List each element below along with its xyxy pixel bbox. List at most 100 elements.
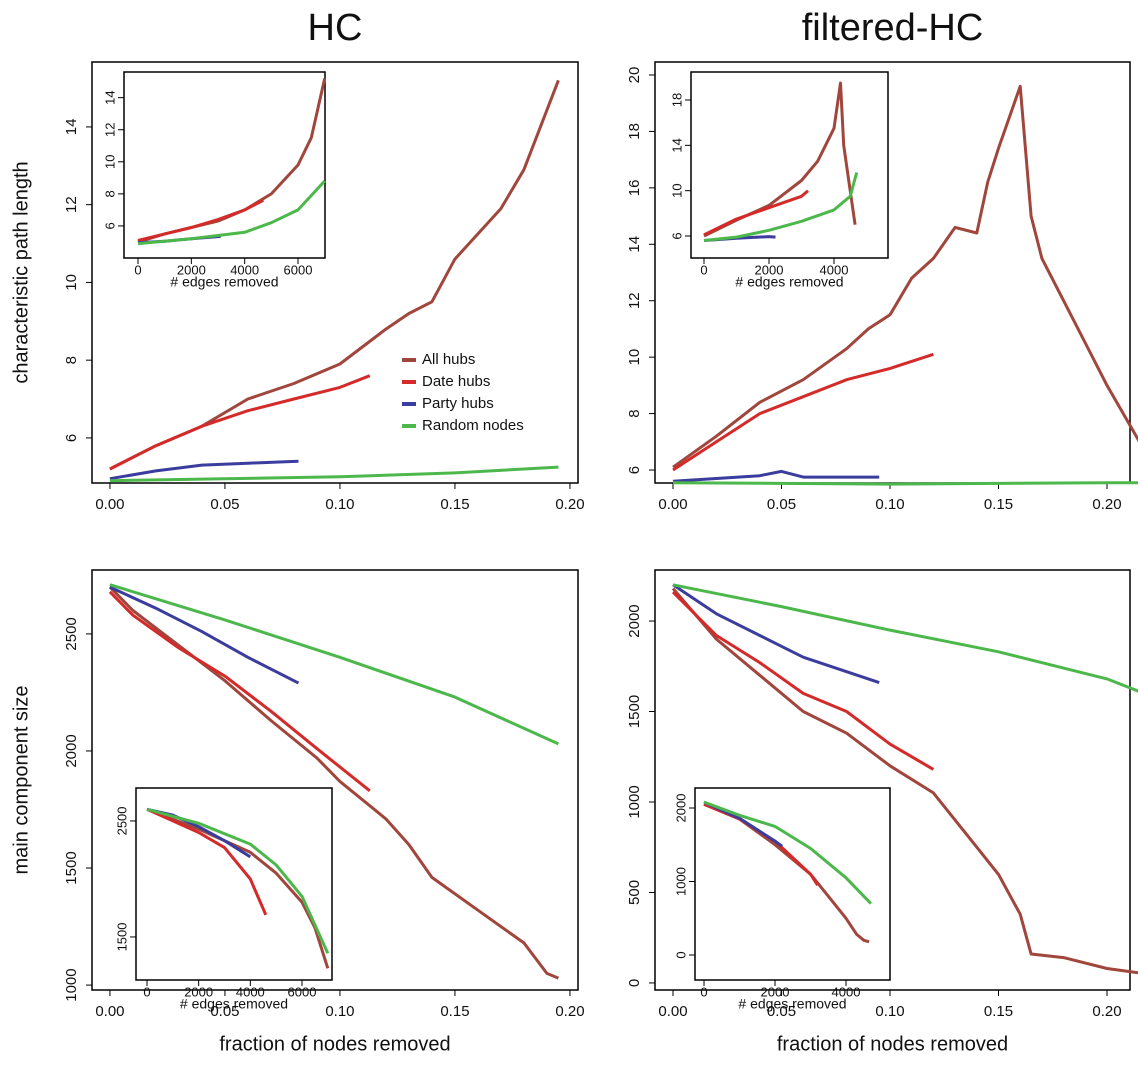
series-line (703, 172, 859, 242)
legend-label: Random nodes (422, 417, 524, 434)
y-tick-label: 14 (63, 119, 80, 136)
y-tick-label: 0 (626, 979, 643, 987)
series-line (672, 469, 880, 483)
x-tick-label: 0.05 (767, 1003, 796, 1020)
x-tick-label: 0.10 (875, 1003, 904, 1020)
x-tick-label: 0.05 (767, 496, 796, 513)
x-tick-label: 2000 (755, 262, 784, 277)
y-tick-label: 14 (669, 138, 684, 152)
x-tick-label: 0 (700, 262, 707, 277)
x-axis-label: # edges removed (738, 996, 846, 1012)
y-tick-label: 16 (626, 180, 643, 197)
series-line (108, 590, 371, 792)
y-tick-label: 500 (626, 880, 643, 905)
y-tick-label: 2500 (63, 617, 80, 650)
y-tick-label: 10 (669, 183, 684, 197)
series-line (146, 807, 268, 916)
y-tick-label: 6 (63, 434, 80, 442)
series-line (703, 189, 809, 237)
y-tick-label: 12 (63, 196, 80, 213)
x-tick-label: 0 (134, 262, 141, 277)
y-tick-label: 1500 (63, 851, 80, 884)
y-tick-label: 2500 (114, 806, 129, 835)
y-tick-label: 2000 (63, 734, 80, 767)
x-tick-label: 0.15 (440, 496, 469, 513)
series-line (671, 591, 935, 771)
x-tick-label: 0.00 (658, 496, 687, 513)
series-line (672, 84, 1138, 469)
y-tick-label: 8 (102, 190, 117, 197)
x-tick-label: 0 (700, 984, 707, 999)
series-line (672, 481, 1138, 486)
x-tick-label: 0.10 (325, 1003, 354, 1020)
series-line (109, 374, 371, 471)
x-tick-label: 2000 (761, 984, 790, 999)
y-tick-label: 1000 (673, 867, 688, 896)
y-tick-label: 6 (102, 222, 117, 229)
x-tick-label: 0.15 (984, 496, 1013, 513)
x-tick-label: 0.10 (325, 496, 354, 513)
inset-frame (694, 787, 891, 981)
series-line (703, 800, 872, 905)
x-tick-label: 0.15 (984, 1003, 1013, 1020)
x-tick-label: 0 (143, 984, 150, 999)
y-tick-label: 10 (626, 349, 643, 366)
panel-title: HC (308, 7, 363, 49)
x-tick-label: 4000 (820, 262, 849, 277)
x-axis-label: fraction of nodes removed (219, 1033, 450, 1055)
y-tick-label: 14 (626, 236, 643, 253)
x-tick-label: 0.20 (1092, 1003, 1121, 1020)
series-line (137, 198, 264, 242)
x-tick-label: 0.20 (555, 496, 584, 513)
x-axis-label: # edges removed (170, 274, 278, 290)
x-tick-label: 6000 (288, 984, 317, 999)
x-tick-label: 4000 (230, 262, 259, 277)
legend-label: All hubs (422, 351, 475, 368)
series-line (146, 807, 330, 954)
x-tick-label: 4000 (832, 984, 861, 999)
y-tick-label: 10 (102, 155, 117, 169)
y-tick-label: 6 (669, 232, 684, 239)
legend-label: Party hubs (422, 395, 494, 412)
x-axis-label: # edges removed (735, 274, 843, 290)
inset-frame (690, 71, 889, 259)
y-tick-label: 2000 (626, 604, 643, 637)
panel-title: filtered-HC (802, 7, 984, 49)
x-tick-label: 0.00 (95, 496, 124, 513)
series-line (137, 179, 326, 246)
y-axis-label: characteristic path length (10, 161, 32, 383)
y-tick-label: 12 (626, 292, 643, 309)
x-tick-label: 0.15 (440, 1003, 469, 1020)
series-line (109, 583, 560, 746)
x-tick-label: 6000 (284, 262, 313, 277)
x-tick-label: 0.05 (210, 496, 239, 513)
y-tick-label: 18 (626, 123, 643, 140)
series-line (672, 583, 880, 685)
x-tick-label: 0.20 (1092, 496, 1121, 513)
legend-label: Date hubs (422, 373, 490, 390)
y-tick-label: 0 (673, 951, 688, 958)
x-tick-label: 0.00 (95, 1003, 124, 1020)
x-tick-label: 2000 (184, 984, 213, 999)
x-tick-label: 2000 (177, 262, 206, 277)
y-tick-label: 18 (669, 93, 684, 107)
x-tick-label: 0.05 (210, 1003, 239, 1020)
x-tick-label: 0.10 (875, 496, 904, 513)
y-tick-label: 1000 (626, 785, 643, 818)
y-tick-label: 1500 (626, 695, 643, 728)
y-tick-label: 20 (626, 67, 643, 84)
y-tick-label: 2000 (673, 794, 688, 823)
y-tick-label: 10 (63, 274, 80, 291)
series-line (109, 459, 299, 481)
y-tick-label: 1000 (63, 968, 80, 1001)
y-tick-label: 8 (626, 409, 643, 417)
series-line (109, 465, 559, 483)
y-tick-label: 6 (626, 466, 643, 474)
series-line (109, 585, 300, 685)
x-tick-label: 0.20 (555, 1003, 584, 1020)
y-tick-label: 12 (102, 122, 117, 136)
x-axis-label: # edges removed (180, 996, 288, 1012)
series-line (671, 587, 1138, 975)
